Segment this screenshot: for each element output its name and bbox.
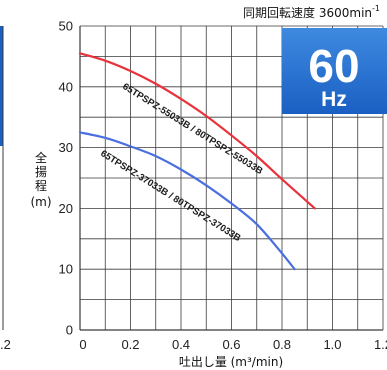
speed-label: 同期回転速度 3600min — [243, 5, 372, 20]
x-axis-label: 吐出し量 (m³/min) — [179, 355, 283, 369]
x-tick-label: 1.0 — [323, 337, 341, 352]
badge-frequency-unit: Hz — [321, 88, 347, 111]
x-axis-ticks: 0 0.2 0.4 0.6 0.8 1.0 1.2 — [79, 337, 387, 352]
series-label-red: 65TPSPZ-55033B / 80TPSPZ-55033B — [120, 81, 264, 177]
left-panel-badge-edge — [0, 26, 3, 146]
left-panel-fragment: .2 — [0, 26, 11, 352]
chart-title: 同期回転速度 3600min-1 — [243, 4, 380, 20]
y-tick-label: 40 — [59, 79, 73, 94]
x-tick-label: 0.2 — [121, 337, 139, 352]
frequency-badge: 60 Hz — [282, 28, 387, 114]
y-axis-label-char-3: 程 — [35, 178, 47, 193]
series-line-blue — [78, 131, 296, 271]
series-line-red — [78, 52, 316, 210]
y-tick-label: 50 — [59, 19, 73, 34]
badge-background — [282, 28, 387, 114]
left-panel-tick-label: .2 — [0, 337, 11, 352]
y-tick-label: 10 — [59, 262, 73, 277]
x-tick-label: 1.2 — [374, 337, 387, 352]
y-axis-label: 全 揚 程 (m) — [30, 150, 51, 209]
speed-exponent: -1 — [372, 4, 380, 13]
x-tick-label: 0.8 — [273, 337, 291, 352]
x-tick-label: 0.4 — [172, 337, 190, 352]
y-axis-ticks: 0 10 20 30 40 50 — [59, 19, 73, 338]
data-series — [78, 52, 316, 271]
x-tick-label: 0 — [79, 337, 86, 352]
y-tick-label: 30 — [59, 140, 73, 155]
y-tick-label: 20 — [59, 201, 73, 216]
y-axis-label-char-1: 全 — [35, 150, 47, 165]
x-tick-label: 0.6 — [222, 337, 240, 352]
y-tick-label: 0 — [66, 323, 73, 338]
y-axis-label-unit: (m) — [30, 195, 51, 209]
badge-frequency-value: 60 — [308, 40, 359, 92]
y-axis-label-char-2: 揚 — [35, 165, 47, 179]
